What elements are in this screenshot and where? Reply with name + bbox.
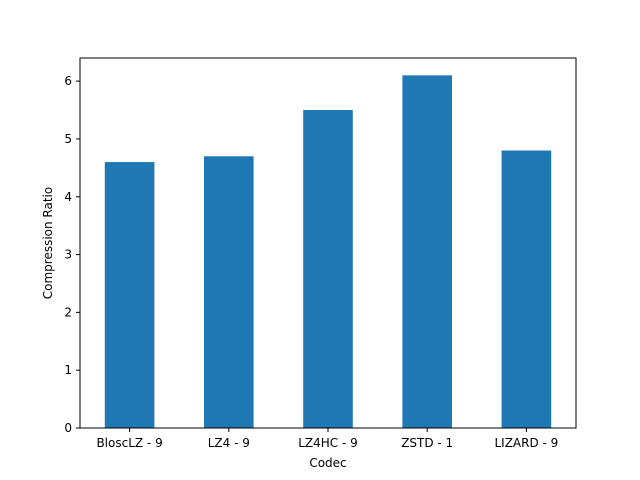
- x-axis-title: Codec: [309, 456, 346, 470]
- bar-1: [204, 156, 254, 428]
- bar-2: [303, 110, 353, 428]
- x-axis-ticks: BloscLZ - 9 LZ4 - 9 LZ4HC - 9 ZSTD - 1 LIZAR…: [96, 428, 558, 450]
- bar-4: [501, 150, 552, 428]
- bar-0: [104, 162, 155, 428]
- x-tick-label-2: LZ4HC - 9: [298, 436, 358, 450]
- bar-3: [402, 75, 452, 428]
- bars-group: [104, 75, 552, 428]
- x-tick-label-4: LIZARD - 9: [494, 436, 558, 450]
- x-tick-label-0: BloscLZ - 9: [96, 436, 162, 450]
- y-tick-label-0: 0: [64, 421, 72, 435]
- y-axis-ticks: 0 1 2 3 4 5 6: [64, 74, 80, 435]
- y-tick-label-1: 1: [64, 363, 72, 377]
- x-tick-label-1: LZ4 - 9: [208, 436, 250, 450]
- y-tick-label-2: 2: [64, 305, 72, 319]
- y-tick-label-4: 4: [64, 190, 72, 204]
- y-tick-label-6: 6: [64, 74, 72, 88]
- y-tick-label-3: 3: [64, 248, 72, 262]
- x-tick-label-3: ZSTD - 1: [401, 436, 453, 450]
- y-tick-label-5: 5: [64, 132, 72, 146]
- y-axis-title: Compression Ratio: [41, 187, 55, 300]
